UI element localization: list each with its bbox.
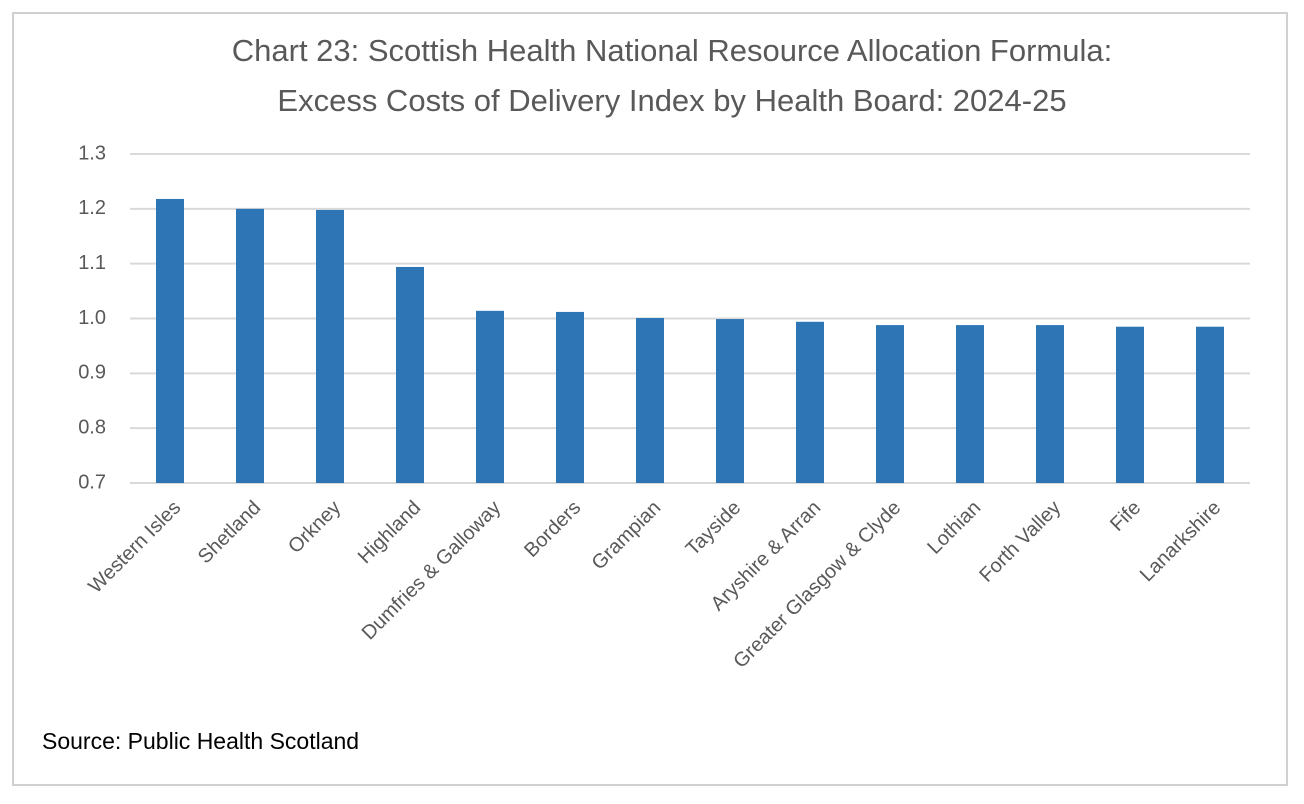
y-tick-label: 0.9 (78, 362, 106, 384)
y-tick-label: 1.0 (78, 307, 106, 329)
frame (12, 12, 1288, 786)
bar (1196, 326, 1224, 483)
y-tick-label: 0.7 (78, 471, 106, 493)
source-note: Source: Public Health Scotland (42, 728, 360, 754)
x-tick-label: Forth Valley (975, 497, 1065, 587)
x-tick-label: Greater Glasgow & Clyde (729, 497, 905, 673)
x-tick-label: Dumfries & Galloway (358, 497, 506, 645)
x-tick-label: Borders (520, 497, 585, 562)
bar (876, 325, 904, 483)
x-tick-label: Orkney (284, 497, 345, 558)
x-tick-label: Lothian (923, 497, 985, 559)
bar (796, 321, 824, 483)
x-tick-label: Shetland (194, 497, 265, 568)
x-tick-label: Western Isles (84, 497, 185, 598)
bar (556, 311, 584, 483)
x-tick-label: Fife (1106, 497, 1145, 536)
bar (716, 319, 744, 483)
bar (956, 325, 984, 483)
bar (476, 310, 504, 483)
bar (636, 317, 664, 483)
chart-title: Chart 23: Scottish Health National Resou… (231, 33, 1113, 118)
x-tick-label: Tayside (682, 497, 746, 561)
bar (1036, 325, 1064, 483)
bar (316, 209, 344, 483)
bar (1116, 326, 1144, 483)
bar (396, 266, 424, 483)
x-tick-label: Highland (354, 497, 425, 568)
x-tick-label: Grampian (588, 497, 666, 575)
y-tick-label: 1.3 (78, 142, 106, 164)
bar (236, 208, 264, 484)
y-tick-label: 1.2 (78, 197, 106, 219)
y-tick-label: 1.1 (78, 252, 106, 274)
y-tick-label: 0.8 (78, 416, 106, 438)
bar (156, 198, 184, 484)
x-tick-label: Lanarkshire (1136, 497, 1225, 586)
